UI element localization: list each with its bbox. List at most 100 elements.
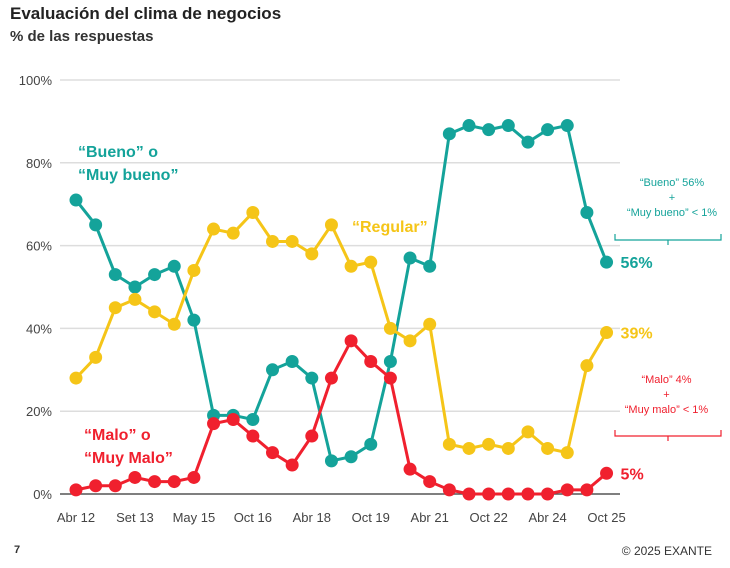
data-point	[442, 483, 456, 497]
data-point	[207, 417, 221, 431]
x-tick-label: Oct 16	[234, 510, 272, 525]
data-point	[383, 355, 397, 369]
data-point	[285, 355, 299, 369]
page-number: 7	[14, 544, 21, 556]
data-point	[226, 226, 240, 240]
data-point	[580, 205, 594, 219]
data-point	[89, 350, 103, 364]
data-point	[246, 412, 260, 426]
data-point	[69, 371, 83, 385]
data-point	[600, 326, 614, 340]
chart-subtitle: % de las respuestas	[10, 28, 154, 45]
series-label: “Muy bueno”	[78, 167, 178, 184]
data-point	[69, 483, 83, 497]
data-point	[324, 454, 338, 468]
data-point	[207, 222, 221, 236]
chart-title: Evaluación del clima de negocios	[10, 4, 282, 23]
data-point	[423, 259, 437, 273]
x-tick-label: Abr 21	[411, 510, 449, 525]
note-line: “Malo” 4%	[641, 374, 692, 386]
note-line: +	[663, 389, 670, 401]
copyright: © 2025 EXANTE	[621, 544, 712, 558]
x-tick-label: Oct 19	[352, 510, 390, 525]
data-point	[521, 487, 535, 501]
x-tick-label: Abr 12	[57, 510, 95, 525]
series-line	[75, 338, 608, 496]
data-point	[541, 487, 555, 501]
data-point	[383, 321, 397, 335]
series-label: “Regular”	[352, 219, 428, 236]
data-point	[187, 313, 201, 327]
data-point	[482, 487, 496, 501]
data-point	[187, 470, 201, 484]
y-tick-label: 0%	[33, 487, 52, 502]
note-line: “Bueno” 56%	[639, 177, 705, 189]
data-point	[501, 441, 515, 455]
data-point	[89, 218, 103, 232]
end-label: 56%	[621, 255, 653, 272]
y-tick-label: 40%	[26, 321, 52, 336]
data-point	[482, 437, 496, 451]
data-point	[148, 268, 162, 282]
data-point	[69, 193, 83, 207]
data-point	[324, 371, 338, 385]
data-point	[364, 437, 378, 451]
data-point	[148, 305, 162, 319]
series-label: “Muy Malo”	[84, 450, 173, 467]
data-point	[482, 123, 496, 137]
y-tick-label: 20%	[26, 404, 52, 419]
data-point	[462, 487, 476, 501]
data-point	[600, 466, 614, 480]
end-label: 5%	[621, 466, 644, 483]
data-point	[285, 458, 299, 472]
data-point	[423, 317, 437, 331]
bracket	[614, 234, 722, 245]
data-point	[541, 441, 555, 455]
data-point	[403, 334, 417, 348]
data-point	[324, 218, 338, 232]
data-point	[501, 119, 515, 133]
data-point	[580, 483, 594, 497]
data-point	[521, 135, 535, 149]
end-label: 39%	[621, 326, 653, 343]
data-point	[285, 234, 299, 248]
data-point	[580, 359, 594, 373]
data-point	[344, 259, 358, 273]
bueno-note: “Bueno” 56% + “Muy bueno” < 1%	[612, 176, 730, 221]
x-tick-label: Oct 22	[470, 510, 508, 525]
data-point	[600, 255, 614, 269]
data-point	[148, 475, 162, 489]
data-point	[167, 475, 181, 489]
data-point	[246, 429, 260, 443]
data-point	[442, 127, 456, 141]
data-point	[108, 268, 122, 282]
data-point	[108, 479, 122, 493]
x-tick-label: Set 13	[116, 510, 154, 525]
data-point	[266, 234, 279, 248]
x-tick-label: Abr 18	[293, 510, 331, 525]
data-point	[560, 483, 574, 497]
series-line	[74, 123, 608, 463]
data-point	[344, 334, 358, 348]
data-point	[364, 255, 378, 269]
note-line: “Muy bueno” < 1%	[626, 207, 718, 219]
series-line	[74, 210, 608, 455]
data-point	[89, 479, 103, 493]
x-tick-label: Abr 24	[528, 510, 566, 525]
data-point	[187, 263, 201, 277]
data-point	[442, 437, 456, 451]
data-point	[246, 205, 260, 219]
data-point	[266, 363, 279, 377]
data-point	[560, 119, 574, 133]
data-point	[305, 371, 319, 385]
data-point	[403, 462, 417, 476]
data-point	[344, 450, 358, 464]
data-point	[266, 446, 279, 460]
data-point	[423, 475, 437, 489]
data-point	[403, 251, 417, 265]
note-line: “Muy malo” < 1%	[624, 404, 709, 416]
bracket	[614, 430, 722, 441]
x-tick-label: Oct 25	[587, 510, 625, 525]
